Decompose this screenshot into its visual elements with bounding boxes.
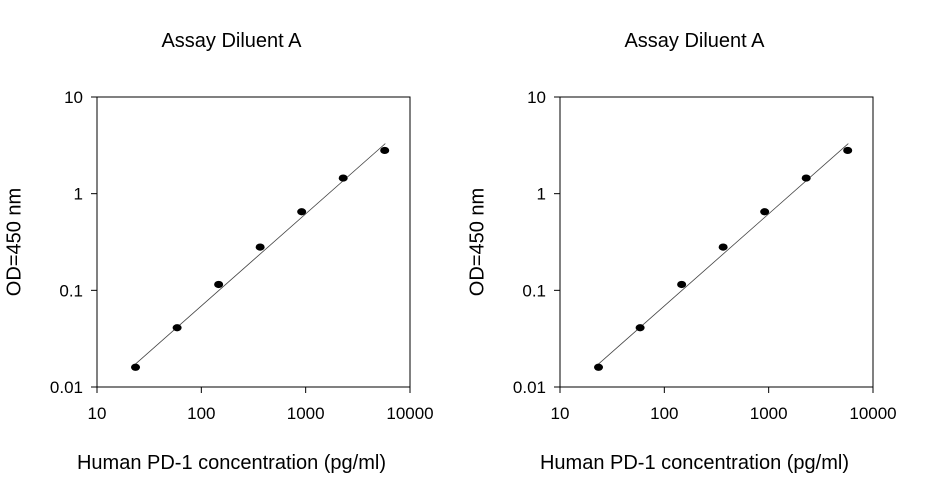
chart-title: Assay Diluent A	[161, 30, 302, 52]
data-point	[255, 243, 265, 251]
chart-title: Assay Diluent A	[624, 30, 765, 52]
y-tick-label: 1	[74, 185, 83, 204]
x-tick-label: 10000	[849, 404, 896, 423]
x-axis-label: Human PD-1 concentration (pg/ml)	[539, 452, 849, 474]
data-point	[297, 208, 307, 216]
y-tick-label: 0.1	[522, 281, 546, 300]
data-point	[718, 243, 728, 251]
data-point	[760, 208, 770, 216]
data-point	[594, 363, 604, 371]
y-tick-label: 0.01	[50, 378, 83, 397]
data-point	[214, 280, 224, 289]
plot-area: 10 100 1000 10000 0.01 0.1 1 10	[513, 88, 897, 423]
data-point	[677, 280, 687, 289]
data-point	[131, 363, 141, 371]
x-tick-label: 1000	[750, 404, 788, 423]
data-point	[635, 324, 645, 332]
x-tick-label: 1000	[287, 404, 325, 423]
x-tick-label: 10	[88, 404, 107, 423]
data-point	[801, 174, 811, 182]
plot-area: 10 100 1000 10000 0.01 0.1 1 10	[50, 88, 434, 423]
chart-panel-left: Assay Diluent A OD=450 nm 10 100 1000 10000…	[4, 30, 434, 474]
x-axis-label: Human PD-1 concentration (pg/ml)	[76, 452, 386, 474]
plot-frame	[559, 96, 874, 388]
y-tick-label: 10	[527, 88, 546, 107]
x-tick-label: 10	[551, 404, 570, 423]
x-tick-label: 100	[187, 404, 215, 423]
x-tick-label: 100	[650, 404, 678, 423]
fit-line	[134, 143, 386, 366]
plot-frame	[96, 96, 411, 388]
data-point	[843, 146, 853, 155]
data-point	[380, 146, 390, 155]
y-tick-label: 0.01	[513, 378, 546, 397]
fit-line	[597, 143, 849, 366]
y-tick-label: 1	[537, 185, 546, 204]
data-point	[338, 174, 348, 182]
y-tick-label: 0.1	[59, 281, 83, 300]
x-tick-label: 10000	[386, 404, 433, 423]
y-tick-label: 10	[64, 88, 83, 107]
chart-panel-right: Assay Diluent A OD=450 nm 10 100 1000 10000…	[463, 0, 926, 480]
data-point	[172, 324, 182, 332]
